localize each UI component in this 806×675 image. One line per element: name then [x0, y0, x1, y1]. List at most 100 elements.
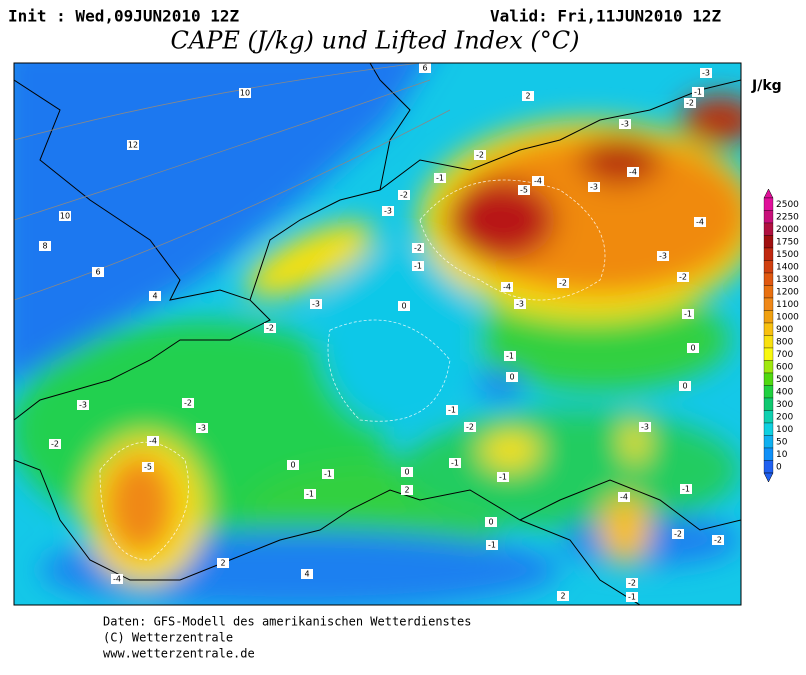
contour-label-box	[518, 185, 530, 195]
contour-label: -2	[674, 530, 682, 539]
footer-line: Daten: GFS-Modell des amerikanischen Wet…	[103, 615, 471, 629]
contour-label: -4	[629, 168, 637, 177]
colorbar-cap	[763, 188, 774, 199]
contour-label: -2	[400, 191, 408, 200]
contour-label-box	[301, 569, 313, 579]
contour-label-box	[677, 272, 689, 282]
contour-label-box	[149, 291, 161, 301]
contour-label: -1	[451, 459, 459, 468]
colorbar-label: 1500	[776, 250, 799, 260]
isolines	[14, 63, 451, 301]
contour-label-box	[398, 301, 410, 311]
colorbar-cell	[763, 297, 774, 311]
contour-label-box	[419, 63, 431, 73]
contour-label: -5	[520, 186, 528, 195]
contour-label: -2	[559, 279, 567, 288]
contour-label: 0	[404, 468, 409, 477]
contour-label: 2	[525, 92, 530, 101]
contour-label: 0	[488, 518, 493, 527]
contour-label-box	[557, 278, 569, 288]
colorbar-cell	[763, 235, 774, 249]
contour-label-box	[588, 182, 600, 192]
contour-label-box	[672, 529, 684, 539]
contour-label: -1	[324, 470, 332, 479]
colorbar-cell	[763, 322, 774, 336]
contour-label: 2	[560, 592, 565, 601]
colorbar-cell	[763, 372, 774, 386]
colorbar-label: 400	[776, 387, 793, 397]
contour-label: 0	[682, 382, 687, 391]
contour-label-box	[679, 381, 691, 391]
contour-label-box	[49, 439, 61, 449]
colorbar-label: 1000	[776, 312, 799, 322]
map-field: 10121086426-3-1-2-3-3-4-5-4-1-2-2-3-2-1-…	[14, 63, 741, 605]
colorbar-cell	[763, 272, 774, 286]
contour-label-box	[474, 150, 486, 160]
contour-label-box	[142, 462, 154, 472]
contour-label: -4	[113, 575, 121, 584]
contour-label: -1	[448, 406, 456, 415]
contour-label-box	[239, 88, 251, 98]
colorbar-label: 10	[776, 450, 788, 460]
colorbar-label: 600	[776, 362, 793, 372]
map-frame	[13, 62, 742, 606]
contour-label: -2	[714, 536, 722, 545]
contour-label-box	[626, 578, 638, 588]
contour-label-box	[412, 261, 424, 271]
contour-label: 8	[42, 242, 47, 251]
colorbar-cell	[763, 360, 774, 374]
colorbar-unit: J/kg	[751, 78, 782, 94]
contour-label: -3	[590, 183, 598, 192]
colorbar-label: 1400	[776, 262, 799, 272]
contour-label-box	[626, 592, 638, 602]
contour-label-box	[618, 492, 630, 502]
contour-label: 12	[128, 141, 138, 150]
contour-label: -1	[694, 88, 702, 97]
contour-label: 2	[220, 559, 225, 568]
colorbar-cell	[763, 310, 774, 324]
contour-label: -3	[702, 69, 710, 78]
colorbar-label: 900	[776, 325, 793, 335]
colorbar-label: 300	[776, 400, 793, 410]
contour-label-box	[657, 251, 669, 261]
contour-label: -2	[466, 423, 474, 432]
contour-label: 0	[509, 373, 514, 382]
contour-label-box	[59, 211, 71, 221]
colorbar-cell	[763, 260, 774, 274]
contour-label-box	[700, 68, 712, 78]
contour-label-box	[401, 485, 413, 495]
contour-label: -3	[312, 300, 320, 309]
contour-label: 0	[401, 302, 406, 311]
li-contours	[99, 179, 606, 561]
init-time: Init : Wed,09JUN2010 12Z	[8, 7, 240, 26]
contour-label-box	[264, 323, 276, 333]
contour-label-box	[310, 299, 322, 309]
colorbar-label: 700	[776, 350, 793, 360]
contour-label: -4	[534, 177, 542, 186]
colorbar-label: 100	[776, 425, 793, 435]
contour-label: -1	[506, 352, 514, 361]
colorbar-label: 0	[776, 462, 782, 472]
contour-label: -3	[659, 252, 667, 261]
contour-label: -3	[641, 423, 649, 432]
colorbar-label: 2500	[776, 200, 799, 210]
colorbar-cell	[763, 197, 774, 211]
contour-label: -2	[51, 440, 59, 449]
contour-label: -2	[679, 273, 687, 282]
colorbar: 2500225020001750150014001300120011001000…	[763, 188, 799, 483]
colorbar-cell	[763, 347, 774, 361]
contour-label-box	[401, 467, 413, 477]
contour-label: -1	[436, 174, 444, 183]
contour-label-box	[39, 241, 51, 251]
contour-label-box	[692, 87, 704, 97]
footer-line: (C) Wetterzentrale	[103, 631, 233, 645]
contour-label-box	[486, 540, 498, 550]
contour-label: -1	[682, 485, 690, 494]
contour-label-box	[684, 98, 696, 108]
contour-label: -4	[503, 283, 511, 292]
contour-label-box	[322, 469, 334, 479]
contour-label: -1	[306, 490, 314, 499]
contour-label: 6	[422, 64, 427, 73]
contour-label-box	[680, 484, 692, 494]
contour-label-box	[446, 405, 458, 415]
